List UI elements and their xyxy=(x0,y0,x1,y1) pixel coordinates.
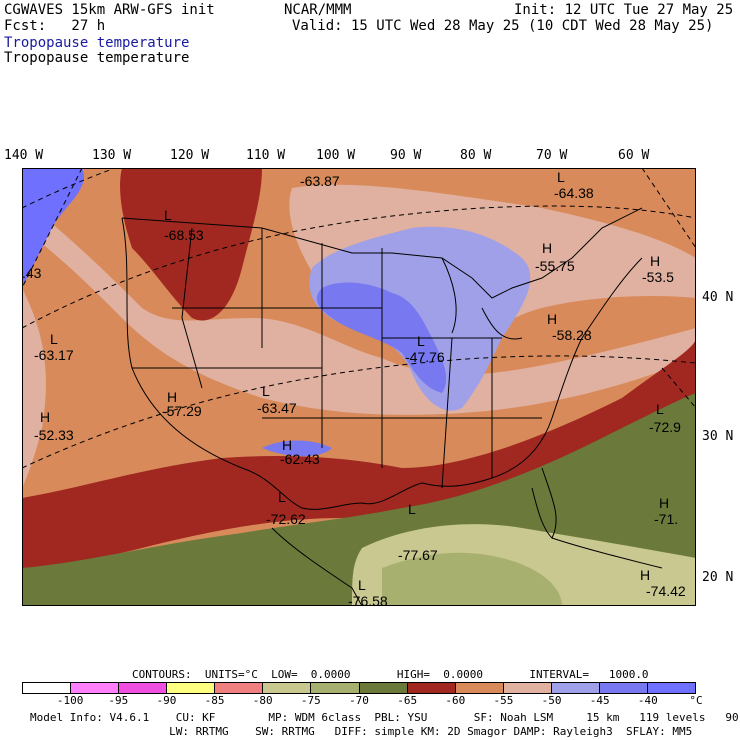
map-label: -57.29 xyxy=(162,403,202,419)
map-label: -53.5 xyxy=(642,269,674,285)
map-symbol: H xyxy=(547,311,557,327)
field-region xyxy=(22,338,696,568)
lon-label: 60 W xyxy=(618,148,650,163)
color-swatch xyxy=(359,683,408,693)
field-region xyxy=(120,168,262,321)
init-time: Init: 12 UTC Tue 27 May 25 xyxy=(514,2,734,18)
scale-tick-label: -40 xyxy=(637,694,658,707)
field-region xyxy=(316,282,447,393)
map-label: -52.33 xyxy=(34,427,74,443)
map-label: -72.62 xyxy=(266,511,306,527)
map-label: -63.17 xyxy=(34,347,74,363)
lon-label: 80 W xyxy=(460,148,492,163)
scale-tick-label: -95 xyxy=(108,694,129,707)
map-label: -68.53 xyxy=(164,227,204,243)
map-label: -72.9 xyxy=(649,419,681,435)
map-symbol: L xyxy=(278,489,286,505)
field-region xyxy=(22,288,46,488)
field-region xyxy=(22,198,696,415)
scale-tick-label: -70 xyxy=(349,694,369,707)
map-label: -55.75 xyxy=(535,258,575,274)
map-label: -58.28 xyxy=(552,327,592,343)
color-swatch xyxy=(551,683,600,693)
scale-tick-label: -75 xyxy=(300,694,321,707)
valid-time: Valid: 15 UTC Wed 28 May 25 (10 CDT Wed … xyxy=(292,18,714,34)
boundaries xyxy=(121,207,663,606)
map-label: -71. xyxy=(654,511,678,527)
map-symbol: L xyxy=(164,207,172,223)
map-symbol: L xyxy=(408,501,416,517)
model-info: Model Info: V4.6.1 CU: KF MP: WDM 6class… xyxy=(30,711,740,724)
lat-label: 30 N xyxy=(702,429,734,444)
color-swatch xyxy=(599,683,649,693)
map-symbol: L xyxy=(557,169,565,185)
color-swatch xyxy=(263,683,312,693)
scale-tick-label: -50 xyxy=(541,694,562,707)
map-symbol: H xyxy=(640,567,650,583)
field-region xyxy=(262,440,332,457)
scale-tick-label: -65 xyxy=(397,694,418,707)
scale-tick-label: -60 xyxy=(445,694,466,707)
lon-label: 100 W xyxy=(316,148,356,163)
scale-tick-label: -55 xyxy=(493,694,514,707)
map-symbol: H xyxy=(542,240,552,256)
map-label: -62.43 xyxy=(280,451,320,467)
map-symbol: H xyxy=(659,495,669,511)
model-info-2: LW: RRTMG SW: RRTMG DIFF: simple KM: 2D … xyxy=(30,725,693,738)
lon-label: 70 W xyxy=(536,148,568,163)
lat-label: 20 N xyxy=(702,570,734,585)
color-swatch xyxy=(648,683,696,693)
lon-label: 130 W xyxy=(92,148,132,163)
map-symbol: L xyxy=(656,401,664,417)
scale-tick-label: -85 xyxy=(204,694,225,707)
color-swatch xyxy=(119,683,168,693)
map-label: -74.42 xyxy=(646,583,686,599)
color-swatch xyxy=(503,683,552,693)
scale-tick-label: -90 xyxy=(156,694,177,707)
field-title: Tropopause temperature xyxy=(4,50,190,66)
field-region xyxy=(382,552,562,606)
field-title-blue: Tropopause temperature xyxy=(4,35,190,51)
map-symbol: H xyxy=(650,253,660,269)
map-symbol: L xyxy=(358,577,366,593)
forecast-hour: Fcst: 27 h xyxy=(4,18,106,34)
map-label: -76.58 xyxy=(348,593,388,606)
map-symbol: L xyxy=(417,333,425,349)
color-swatch xyxy=(311,683,360,693)
color-swatch xyxy=(71,683,120,693)
tropopause-temperature-map: -63.87 L -64.38 L -68.53 .43 H -55.75 H … xyxy=(22,168,696,606)
contours-info: CONTOURS: UNITS=°C LOW= 0.0000 HIGH= 0.0… xyxy=(132,668,649,681)
lon-label: 90 W xyxy=(390,148,422,163)
model-title: CGWAVES 15km ARW-GFS init xyxy=(4,2,215,18)
lat-label: 40 N xyxy=(702,290,734,305)
map-label: -47.76 xyxy=(405,349,445,365)
color-scale-bar xyxy=(22,682,696,694)
lon-label: 120 W xyxy=(170,148,210,163)
map-symbol: H xyxy=(40,409,50,425)
map-symbol: L xyxy=(50,331,58,347)
color-swatch xyxy=(455,683,504,693)
scale-tick-label: -100 xyxy=(56,694,84,707)
scale-tick-label: °C xyxy=(689,694,703,707)
color-swatch xyxy=(23,683,72,693)
map-label: .43 xyxy=(22,265,42,281)
map-symbol: H xyxy=(282,437,292,453)
map-label: -63.47 xyxy=(257,400,297,416)
map-symbol: L xyxy=(262,383,270,399)
color-swatch xyxy=(167,683,216,693)
map-label: -77.67 xyxy=(398,547,438,563)
map-label: -63.87 xyxy=(300,173,340,189)
graticule xyxy=(22,168,696,469)
color-swatch xyxy=(215,683,264,693)
organization: NCAR/MMM xyxy=(284,2,352,18)
map-symbol: H xyxy=(167,389,177,405)
scale-tick-label: -45 xyxy=(589,694,610,707)
lon-label: 140 W xyxy=(4,148,44,163)
lon-label: 110 W xyxy=(246,148,286,163)
map-label: -64.38 xyxy=(554,185,594,201)
scale-tick-label: -80 xyxy=(252,694,273,707)
color-swatch xyxy=(407,683,456,693)
field-region xyxy=(22,168,85,288)
